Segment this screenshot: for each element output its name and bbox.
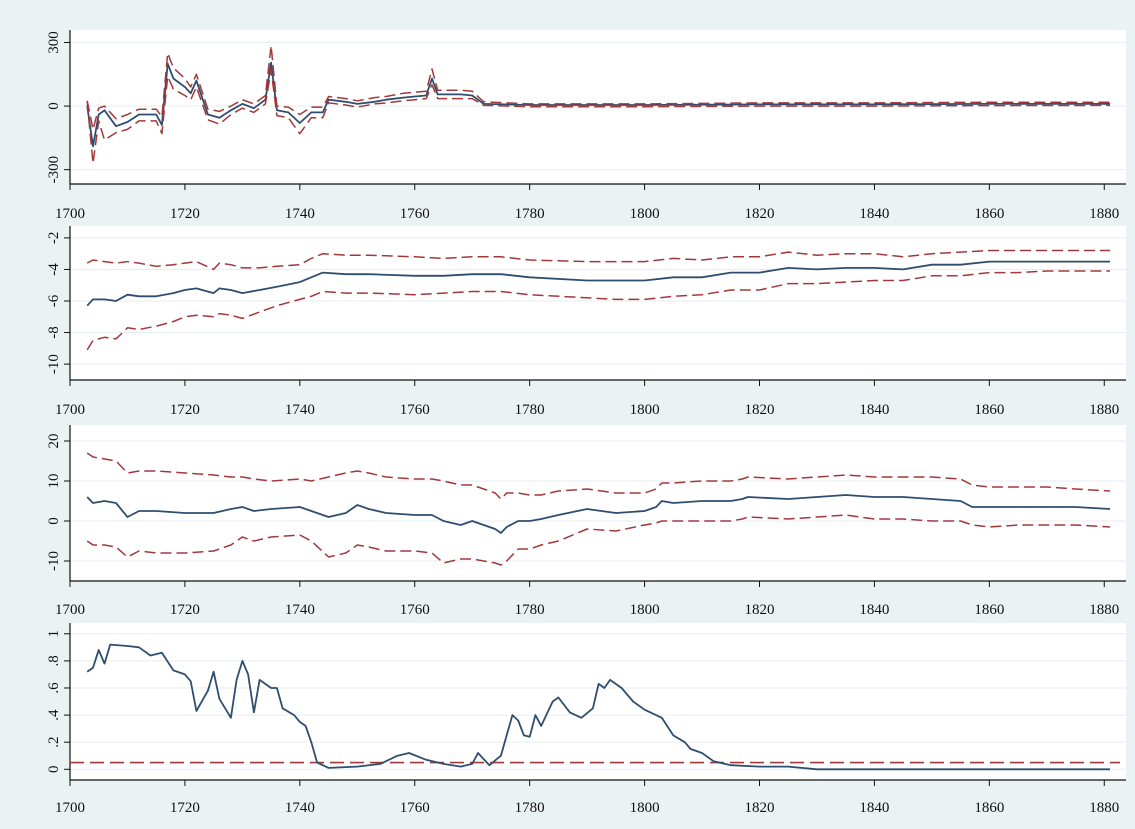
- plot-area: [70, 226, 1126, 380]
- x-tick-label: 1760: [400, 800, 430, 816]
- x-tick-label: 1780: [515, 800, 545, 816]
- plot-area: [70, 425, 1126, 581]
- x-tick-label: 1720: [170, 206, 200, 222]
- x-tick-label: 1800: [630, 800, 660, 816]
- x-tick-label: 1820: [745, 800, 775, 816]
- x-tick-label: 1700: [55, 602, 85, 618]
- x-tick-label: 1800: [630, 402, 660, 418]
- y-tick-label: -8: [46, 326, 62, 339]
- chart-panel-3: -10 0 10 20 1700 1720 1740 1760 1780 1800 1820 1840…: [46, 425, 1126, 618]
- x-tick-label: 1840: [859, 206, 889, 222]
- x-tick-label: 1860: [974, 800, 1004, 816]
- series-estimate-line: [86, 260, 1110, 307]
- x-tick-label: 1840: [859, 602, 889, 618]
- x-tick-label: 1780: [515, 602, 545, 618]
- chart-panel-4: 0 .2 .4 .6 .8 1 1700 1720 1740 1760 1780 1800 1820 18…: [46, 623, 1126, 816]
- series-band-line-1: [86, 514, 1111, 566]
- x-tick-label: 1700: [55, 402, 85, 418]
- x-tick-label: 1880: [1089, 402, 1119, 418]
- y-tick-label: .2: [46, 737, 62, 748]
- x-tick-label: 1700: [55, 206, 85, 222]
- y-tick-label: 10: [46, 474, 62, 489]
- x-tick-label: 1860: [974, 402, 1004, 418]
- x-tick-label: 1880: [1089, 800, 1119, 816]
- x-tick-label: 1700: [55, 800, 85, 816]
- x-tick-label: 1780: [515, 206, 545, 222]
- x-tick-label: 1740: [285, 402, 315, 418]
- x-tick-label: 1720: [170, 402, 200, 418]
- series-band-line-1: [86, 270, 1110, 351]
- plot-area: [70, 623, 1126, 780]
- x-tick-label: 1840: [859, 800, 889, 816]
- x-tick-label: 1820: [745, 206, 775, 222]
- chart-panel-2: -10 -8 -6 -4 -2 1700 1720 1740 1760 1780 1800 1820 1…: [46, 226, 1126, 418]
- chart-panel-1: -300 0 300 1700 1720 1740 1760 1780 1800 1820 1840…: [46, 30, 1126, 222]
- x-tick-label: 1780: [515, 402, 545, 418]
- y-tick-label: 0: [46, 766, 62, 774]
- x-tick-label: 1820: [745, 602, 775, 618]
- y-tick-label: 1: [46, 630, 62, 638]
- y-tick-label: -2: [46, 232, 62, 245]
- y-tick-label: .4: [46, 709, 62, 721]
- x-tick-label: 1880: [1089, 206, 1119, 222]
- y-tick-label: -10: [46, 551, 62, 571]
- y-tick-label: .6: [46, 682, 62, 694]
- y-tick-label: -300: [46, 156, 62, 184]
- y-tick-label: 20: [46, 434, 62, 449]
- series-band-line-1: [86, 69, 1111, 165]
- x-tick-label: 1740: [285, 206, 315, 222]
- y-tick-label: 0: [46, 102, 62, 110]
- y-tick-label: 0: [46, 517, 62, 525]
- series-band-line-2: [86, 452, 1111, 500]
- x-tick-label: 1820: [745, 402, 775, 418]
- x-tick-label: 1800: [630, 602, 660, 618]
- series-estimate-line: [86, 643, 1110, 771]
- x-tick-label: 1800: [630, 206, 660, 222]
- y-tick-label: -4: [46, 263, 62, 276]
- x-tick-label: 1720: [170, 602, 200, 618]
- x-tick-label: 1840: [859, 402, 889, 418]
- series-estimate-line: [86, 494, 1111, 534]
- y-tick-label: 300: [46, 31, 62, 54]
- y-tick-label: -10: [46, 354, 62, 374]
- series-band-line-2: [86, 44, 1110, 131]
- y-tick-label: .8: [46, 655, 62, 666]
- x-tick-label: 1860: [974, 206, 1004, 222]
- y-tick-label: -6: [46, 294, 62, 307]
- series-estimate-line: [86, 61, 1110, 148]
- x-tick-label: 1860: [974, 602, 1004, 618]
- x-tick-label: 1740: [285, 602, 315, 618]
- x-tick-label: 1740: [285, 800, 315, 816]
- x-tick-label: 1720: [170, 800, 200, 816]
- x-tick-label: 1880: [1089, 602, 1119, 618]
- x-tick-label: 1760: [400, 402, 430, 418]
- x-tick-label: 1760: [400, 206, 430, 222]
- x-tick-label: 1760: [400, 602, 430, 618]
- series-band-line-2: [86, 249, 1110, 271]
